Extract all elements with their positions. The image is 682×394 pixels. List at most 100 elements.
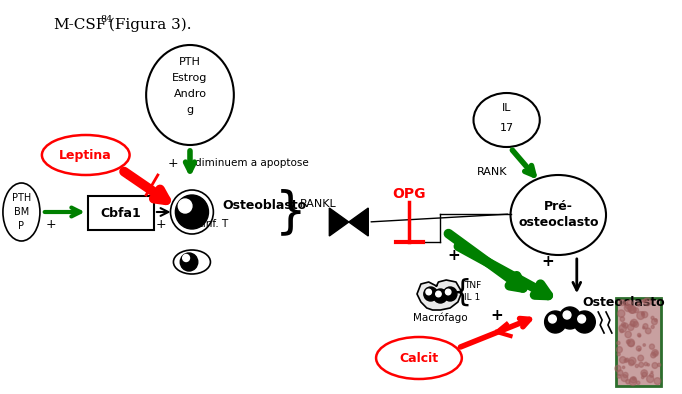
Text: {: { bbox=[452, 277, 471, 307]
Text: P: P bbox=[18, 221, 25, 231]
Circle shape bbox=[652, 349, 658, 357]
Text: Leptina: Leptina bbox=[59, 149, 112, 162]
Circle shape bbox=[621, 375, 628, 381]
Circle shape bbox=[624, 302, 628, 306]
Circle shape bbox=[625, 305, 629, 309]
Polygon shape bbox=[349, 208, 368, 236]
Circle shape bbox=[627, 305, 634, 311]
Circle shape bbox=[620, 317, 625, 322]
Text: Osteoblasto: Osteoblasto bbox=[222, 199, 306, 212]
Text: PTH: PTH bbox=[179, 57, 201, 67]
Polygon shape bbox=[329, 208, 349, 236]
Circle shape bbox=[644, 362, 647, 366]
Text: 84: 84 bbox=[100, 15, 113, 24]
Ellipse shape bbox=[42, 135, 130, 175]
Text: (Figura 3).: (Figura 3). bbox=[104, 18, 192, 32]
Circle shape bbox=[632, 377, 636, 380]
Circle shape bbox=[436, 291, 441, 297]
Circle shape bbox=[574, 311, 595, 333]
Circle shape bbox=[545, 311, 566, 333]
Circle shape bbox=[175, 195, 209, 229]
Text: Calcit: Calcit bbox=[400, 351, 439, 364]
Text: -: - bbox=[125, 169, 132, 187]
Circle shape bbox=[627, 324, 634, 331]
Circle shape bbox=[621, 322, 625, 327]
Text: osteoclasto: osteoclasto bbox=[518, 216, 599, 229]
Circle shape bbox=[617, 375, 621, 378]
Circle shape bbox=[642, 372, 647, 377]
Circle shape bbox=[647, 364, 649, 366]
Circle shape bbox=[443, 287, 457, 301]
Bar bbox=[616, 298, 661, 386]
Circle shape bbox=[630, 377, 636, 383]
Circle shape bbox=[180, 253, 198, 271]
Text: Cbfa1: Cbfa1 bbox=[100, 206, 141, 219]
Circle shape bbox=[625, 331, 632, 338]
Circle shape bbox=[642, 312, 648, 318]
Ellipse shape bbox=[511, 175, 606, 255]
Ellipse shape bbox=[173, 250, 211, 274]
Circle shape bbox=[619, 357, 626, 363]
Circle shape bbox=[615, 365, 621, 372]
Circle shape bbox=[625, 358, 629, 362]
Text: RANKL: RANKL bbox=[300, 199, 337, 209]
Circle shape bbox=[623, 366, 625, 369]
Circle shape bbox=[638, 335, 640, 337]
Text: +: + bbox=[447, 249, 460, 264]
Circle shape bbox=[644, 299, 647, 302]
Circle shape bbox=[183, 255, 190, 262]
Text: +: + bbox=[542, 255, 554, 269]
Text: IL 1: IL 1 bbox=[464, 294, 480, 303]
Circle shape bbox=[631, 319, 638, 326]
Circle shape bbox=[651, 319, 657, 325]
Circle shape bbox=[618, 310, 625, 317]
Circle shape bbox=[642, 327, 645, 329]
Circle shape bbox=[424, 287, 437, 301]
Circle shape bbox=[629, 306, 636, 313]
Circle shape bbox=[647, 375, 654, 383]
Circle shape bbox=[641, 312, 644, 314]
Text: Macrófago: Macrófago bbox=[413, 313, 468, 323]
Circle shape bbox=[629, 357, 636, 365]
Circle shape bbox=[637, 312, 644, 320]
Circle shape bbox=[654, 319, 657, 322]
Circle shape bbox=[617, 347, 623, 353]
Circle shape bbox=[178, 199, 192, 213]
Circle shape bbox=[636, 381, 640, 385]
Circle shape bbox=[652, 362, 657, 368]
Circle shape bbox=[623, 372, 628, 377]
Text: +: + bbox=[155, 217, 166, 230]
Circle shape bbox=[650, 374, 653, 377]
Circle shape bbox=[434, 289, 447, 303]
Circle shape bbox=[636, 346, 641, 351]
Circle shape bbox=[637, 303, 640, 306]
Circle shape bbox=[643, 323, 648, 329]
Circle shape bbox=[657, 363, 661, 366]
Circle shape bbox=[651, 371, 653, 374]
Circle shape bbox=[426, 289, 432, 295]
Ellipse shape bbox=[3, 183, 40, 241]
Circle shape bbox=[559, 307, 580, 329]
Text: +: + bbox=[167, 156, 178, 169]
Circle shape bbox=[617, 353, 620, 356]
Circle shape bbox=[627, 339, 634, 346]
Text: +: + bbox=[524, 162, 535, 175]
Circle shape bbox=[642, 299, 644, 302]
Ellipse shape bbox=[146, 45, 234, 145]
Circle shape bbox=[563, 311, 571, 319]
Text: g: g bbox=[186, 105, 194, 115]
Circle shape bbox=[626, 340, 630, 344]
Circle shape bbox=[643, 344, 645, 346]
Text: 17: 17 bbox=[500, 123, 514, 133]
Circle shape bbox=[634, 308, 638, 313]
Circle shape bbox=[635, 364, 638, 368]
Circle shape bbox=[619, 300, 625, 306]
Circle shape bbox=[642, 313, 644, 316]
Text: Estrog: Estrog bbox=[173, 73, 208, 83]
Circle shape bbox=[623, 323, 628, 328]
Circle shape bbox=[624, 304, 632, 312]
Circle shape bbox=[633, 322, 638, 327]
Circle shape bbox=[629, 360, 634, 366]
Circle shape bbox=[645, 328, 651, 334]
Circle shape bbox=[624, 359, 627, 362]
